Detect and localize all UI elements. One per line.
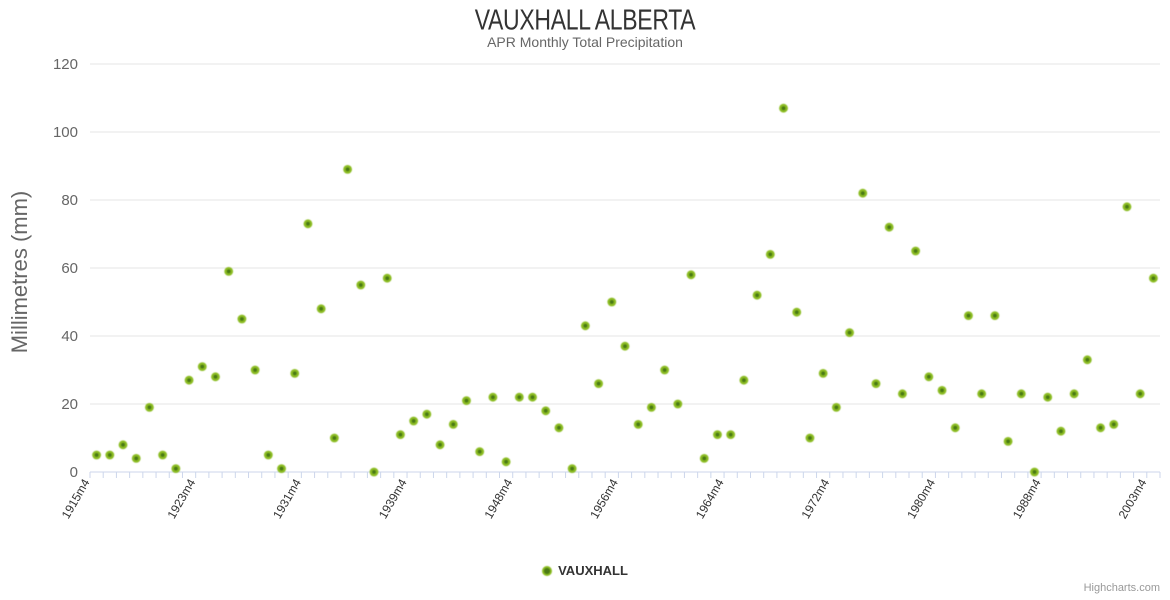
svg-text:1948m4: 1948m4 bbox=[482, 476, 516, 521]
svg-text:2003m4: 2003m4 bbox=[1116, 476, 1150, 521]
svg-text:40: 40 bbox=[61, 328, 78, 345]
svg-text:1988m4: 1988m4 bbox=[1010, 476, 1044, 521]
svg-text:20: 20 bbox=[61, 396, 78, 413]
svg-text:120: 120 bbox=[53, 56, 78, 73]
svg-text:1964m4: 1964m4 bbox=[693, 476, 727, 521]
svg-text:80: 80 bbox=[61, 192, 78, 209]
svg-text:1939m4: 1939m4 bbox=[376, 476, 410, 521]
svg-text:1923m4: 1923m4 bbox=[164, 476, 198, 521]
svg-text:1972m4: 1972m4 bbox=[799, 476, 833, 521]
svg-text:1980m4: 1980m4 bbox=[904, 476, 938, 521]
svg-text:100: 100 bbox=[53, 124, 78, 141]
svg-text:1956m4: 1956m4 bbox=[587, 476, 621, 521]
svg-text:0: 0 bbox=[70, 464, 78, 481]
svg-text:1931m4: 1931m4 bbox=[270, 476, 304, 521]
svg-text:60: 60 bbox=[61, 260, 78, 277]
svg-text:Millimetres (mm): Millimetres (mm) bbox=[7, 191, 32, 354]
svg-text:1915m4: 1915m4 bbox=[59, 476, 93, 521]
